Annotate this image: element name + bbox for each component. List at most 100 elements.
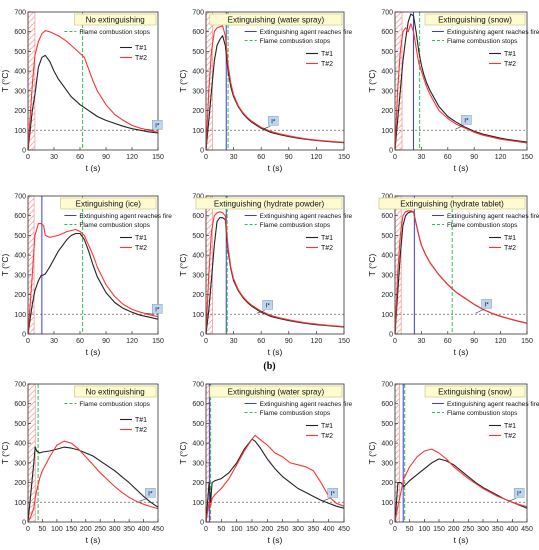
legend-series-label-T#1: T#1 [135, 45, 147, 52]
panel-label-b: (b) [263, 361, 276, 372]
x-axis-label: t (s) [268, 163, 283, 173]
y-tick-label: 0 [200, 332, 204, 339]
marker-box [152, 120, 163, 130]
marker-label: I* [155, 122, 160, 129]
x-tick-label: 50 [217, 526, 225, 533]
legend-series-label-T#1: T#1 [135, 417, 147, 424]
legend-series-label-T#2: T#2 [504, 61, 516, 68]
legend-stop-label: Flame combustion stops [447, 222, 518, 229]
marker-box [262, 300, 273, 310]
x-tick-label: 60 [257, 154, 265, 161]
x-tick-label: 30 [230, 338, 238, 345]
y-tick-label: 100 [14, 312, 26, 319]
series-line-T#2 [27, 30, 159, 151]
x-tick-label: 250 [462, 526, 474, 533]
x-tick-label: 60 [444, 338, 452, 345]
marker-box [327, 488, 338, 498]
marker-box [461, 115, 472, 125]
chart-panel-6: 0 100 200 300 400 500 600 700 0 30 60 90 120 150 t (s)… [367, 194, 539, 358]
y-axis-label: T (°C) [178, 254, 188, 277]
marker-label: I* [331, 490, 336, 497]
y-tick-label: 100 [14, 128, 26, 135]
y-axis-label: T (°C) [0, 254, 10, 277]
plot-frame [27, 195, 159, 335]
x-tick-label: 350 [123, 526, 135, 533]
x-axis-label: t (s) [454, 347, 469, 357]
x-tick-label: 350 [307, 526, 319, 533]
legend-stop-label: Flame combustion stops [79, 222, 150, 229]
y-tick-label: 100 [381, 312, 393, 319]
marker-leader [256, 310, 265, 314]
legend-stop-label: Flame combustion stops [447, 410, 518, 417]
x-tick-label: 300 [477, 526, 489, 533]
x-tick-label: 150 [338, 338, 350, 345]
y-tick-label: 600 [381, 213, 393, 220]
chart-title-box [60, 197, 157, 210]
legend-series-label-T#1: T#1 [321, 423, 333, 430]
chart-title-box [74, 13, 157, 26]
y-tick-label: 500 [381, 233, 393, 240]
y-tick-label: 100 [192, 500, 204, 507]
marker-box [481, 299, 492, 309]
y-tick-label: 600 [14, 401, 26, 408]
y-tick-label: 400 [192, 253, 204, 260]
series-line-T#2 [205, 25, 345, 151]
legend-series-label-T#1: T#1 [504, 51, 516, 58]
series-line-T#1 [394, 458, 528, 523]
marker-leader [146, 312, 155, 315]
legend-series-label-T#2: T#2 [504, 433, 516, 440]
y-tick-label: 600 [192, 213, 204, 220]
x-tick-label: 450 [338, 526, 350, 533]
plot-frame [394, 11, 528, 151]
series-line-T#2 [205, 211, 345, 335]
x-tick-label: 100 [231, 526, 243, 533]
x-tick-label: 90 [285, 154, 293, 161]
legend-stop-label: Flame combustion stops [260, 38, 331, 45]
y-tick-label: 600 [381, 29, 393, 36]
legend-series-label-T#2: T#2 [135, 427, 147, 434]
x-tick-label: 450 [152, 526, 164, 533]
y-tick-label: 100 [192, 128, 204, 135]
chart-title-box [378, 197, 526, 210]
x-tick-label: 100 [51, 526, 63, 533]
series-line-T#2 [205, 434, 345, 523]
y-tick-label: 400 [14, 69, 26, 76]
y-tick-label: 200 [14, 480, 26, 487]
x-tick-label: 90 [102, 154, 110, 161]
x-tick-label: 250 [277, 526, 289, 533]
legend-stop-label: Flame combustion stops [79, 29, 150, 36]
x-tick-label: 300 [109, 526, 121, 533]
x-tick-label: 400 [506, 526, 518, 533]
x-tick-label: 0 [204, 338, 208, 345]
chart-title-box [209, 13, 343, 26]
x-tick-label: 90 [285, 338, 293, 345]
marker-label: I* [155, 306, 160, 313]
y-tick-label: 0 [389, 520, 393, 527]
y-tick-label: 200 [381, 292, 393, 299]
x-axis-label: t (s) [454, 535, 469, 545]
x-axis-label: t (s) [268, 535, 283, 545]
x-tick-label: 120 [495, 154, 507, 161]
y-tick-label: 700 [192, 382, 204, 389]
legend-series-label-T#1: T#1 [504, 235, 516, 242]
x-tick-label: 400 [323, 526, 335, 533]
y-tick-label: 100 [381, 500, 393, 507]
chart-title-box [195, 197, 343, 210]
legend-series-label-T#1: T#1 [321, 51, 333, 58]
marker-leader [139, 498, 148, 502]
y-tick-label: 700 [381, 10, 393, 17]
chart-title-box [424, 385, 526, 398]
chart-title: Extinguishing (snow) [438, 16, 512, 25]
y-tick-label: 0 [389, 148, 393, 155]
plot-frame [205, 11, 345, 151]
series-line-T#2 [394, 210, 528, 335]
x-tick-label: 30 [50, 338, 58, 345]
chart-panel-2: 0 100 200 300 400 500 600 700 0 30 60 90 120 150 t (s)… [178, 10, 353, 174]
legend-series-label-T#2: T#2 [504, 245, 516, 252]
marker-leader [455, 125, 464, 130]
y-axis-label: T (°C) [0, 70, 10, 93]
y-tick-label: 700 [381, 194, 393, 201]
legend-agent-label: Extinguishing agent reaches fire [260, 29, 353, 36]
y-tick-label: 200 [14, 108, 26, 115]
y-tick-label: 400 [192, 441, 204, 448]
